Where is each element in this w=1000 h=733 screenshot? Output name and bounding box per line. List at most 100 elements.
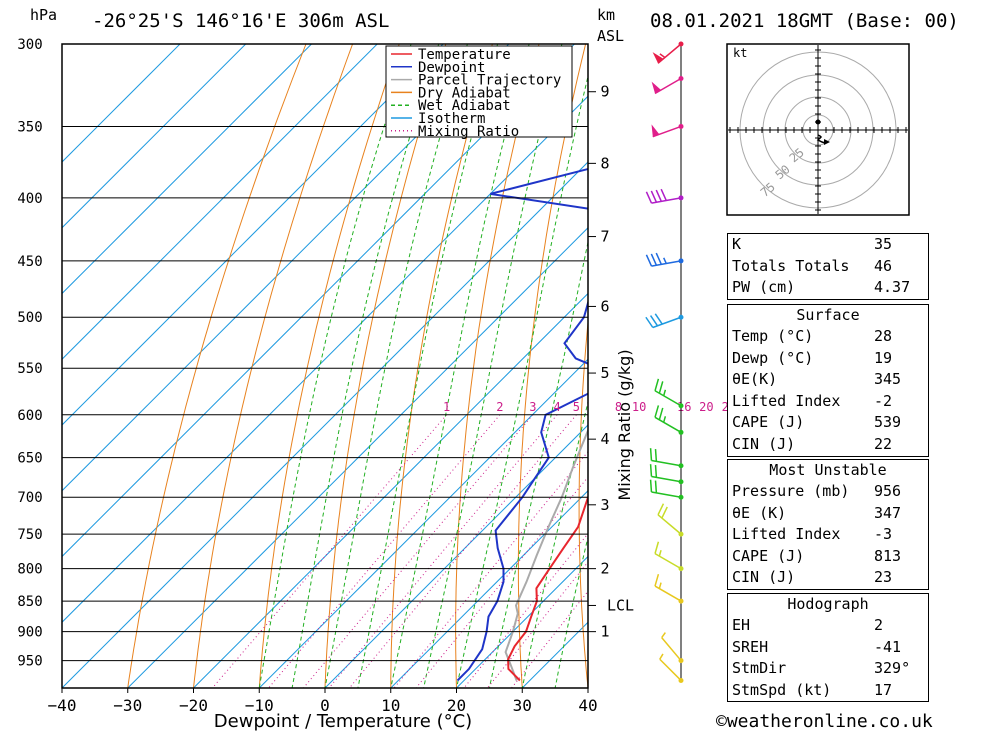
dry-adiabat-line	[390, 44, 493, 688]
wind-barb-feather	[645, 254, 653, 267]
legend-label: Parcel Trajectory	[418, 73, 561, 89]
mixing-ratio-label: 4	[553, 400, 560, 414]
dry-adiabat-line	[956, 44, 1000, 688]
km-tick-label: 9	[600, 83, 609, 101]
legend-label: Dewpoint	[418, 60, 485, 76]
wind-barb-half-feather	[658, 582, 662, 589]
asl-unit: ASL	[597, 27, 625, 45]
hodo-row: StmSpd (kt) 17	[732, 680, 893, 699]
isotherm-line	[390, 490, 588, 688]
x-tick-label: 30	[513, 696, 532, 715]
lcl-label: LCL	[607, 596, 634, 614]
wind-barb	[645, 252, 684, 267]
pressure-tick-label: 350	[17, 119, 42, 135]
isotherm-line	[324, 424, 588, 688]
general-indices-table: K 35 Totals Totals 46 PW (cm) 4.37	[727, 233, 929, 300]
wind-barb-half-feather	[662, 416, 667, 423]
legend-label: Isotherm	[418, 111, 485, 127]
date-title: 08.01.2021 18GMT (Base: 00)	[650, 10, 959, 32]
mu-row: θE (K) 347	[732, 503, 902, 522]
wet-adiabat-line	[357, 44, 499, 688]
hodograph-storm-dot	[815, 119, 821, 125]
wind-barb	[654, 541, 684, 572]
wind-barb-half-feather	[662, 389, 667, 396]
wind-barb-feather	[655, 189, 662, 202]
x-tick-label: 10	[381, 696, 400, 715]
mu-row: CAPE (J) 813	[732, 546, 902, 565]
wind-barb	[649, 464, 684, 485]
pressure-tick-label: 450	[17, 254, 42, 270]
mixing-ratio-label: 5	[573, 400, 580, 414]
isotherm-line	[62, 44, 575, 558]
isotherm-line	[62, 44, 510, 492]
pressure-tick-label: 800	[17, 562, 42, 578]
wind-barb	[654, 378, 684, 409]
wind-barb-half-feather	[659, 53, 666, 59]
hodo-row: SREH -41	[732, 637, 902, 656]
pressure-tick-label: 600	[17, 408, 42, 424]
index-row-pw: PW (cm) 4.37	[732, 278, 911, 297]
wind-barb-feather	[649, 464, 653, 477]
legend-label: Temperature	[418, 47, 511, 63]
surface-row: Dewp (°C) 19	[732, 348, 893, 367]
wind-barb	[651, 123, 684, 138]
pressure-tick-label: 950	[17, 654, 42, 670]
wind-barb-feather	[658, 381, 664, 394]
dewpoint-line	[456, 167, 588, 682]
wind-barb-feather	[654, 464, 658, 478]
dry-adiabat-line	[193, 44, 354, 688]
wind-barb-feather	[654, 449, 658, 462]
x-tick-label: 20	[447, 696, 466, 715]
temperature-line	[507, 494, 588, 682]
wind-barb-staff	[657, 43, 682, 64]
dry-adiabat-line	[695, 44, 726, 688]
wind-barb-staff	[661, 637, 682, 662]
wind-barb-feather	[655, 252, 662, 265]
hodograph-table: Hodograph EH 2 SREH -41 StmDir 329° StmSpd …	[727, 593, 929, 703]
legend-box	[385, 45, 573, 138]
wind-barb-feather	[650, 253, 658, 266]
wind-barb-feather	[654, 573, 660, 587]
mixing-ratio-line	[415, 476, 588, 688]
wind-barb-feather	[654, 541, 660, 554]
wind-barb-feather	[654, 378, 660, 391]
pressure-tick-label: 900	[17, 625, 42, 641]
hodograph-storm-arrow	[824, 139, 830, 145]
isotherm-line	[456, 555, 588, 688]
wind-barb	[659, 653, 684, 683]
wind-barb-feather	[650, 190, 658, 203]
wind-barb-feather	[649, 448, 653, 461]
surface-row: Lifted Index -2	[732, 391, 893, 410]
pressure-tick-label: 400	[17, 191, 42, 207]
mixing-ratio-line	[303, 414, 534, 688]
wind-barb	[651, 76, 684, 95]
wind-barb-feather	[660, 188, 667, 201]
isotherm-line	[62, 44, 444, 426]
wind-barb-half-feather	[663, 257, 667, 264]
wind-barb-feather	[645, 191, 653, 204]
index-row-k: K 35	[732, 235, 893, 253]
km-tick-label: 6	[600, 297, 609, 315]
pressure-tick-label: 850	[17, 594, 42, 610]
km-tick-label: 2	[600, 560, 609, 578]
wet-adiabat-line	[488, 239, 588, 688]
wind-barb-feather	[649, 479, 653, 493]
x-tick-label: −40	[48, 696, 77, 715]
wind-barb-feather	[658, 407, 664, 421]
mixing-ratio-label: 8	[615, 400, 622, 414]
wind-barb-feather	[654, 313, 663, 325]
mu-row: Lifted Index -3	[732, 525, 893, 544]
wind-barb-flag	[652, 52, 664, 64]
pressure-tick-label: 750	[17, 527, 42, 543]
wind-barb	[654, 573, 684, 604]
km-tick-label: 8	[600, 154, 609, 172]
wet-adiabat-line	[258, 44, 412, 688]
surface-title: Surface	[796, 306, 860, 324]
legend-label: Wet Adiabat	[418, 98, 511, 114]
mixing-ratio-label: 2	[496, 400, 503, 414]
mu-row: CIN (J) 23	[732, 568, 893, 587]
wind-barb-feather	[654, 405, 660, 418]
pressure-tick-label: 550	[17, 361, 42, 377]
isotherm-line	[127, 227, 588, 688]
copyright-footer[interactable]: ©weatheronline.co.uk	[716, 711, 933, 732]
